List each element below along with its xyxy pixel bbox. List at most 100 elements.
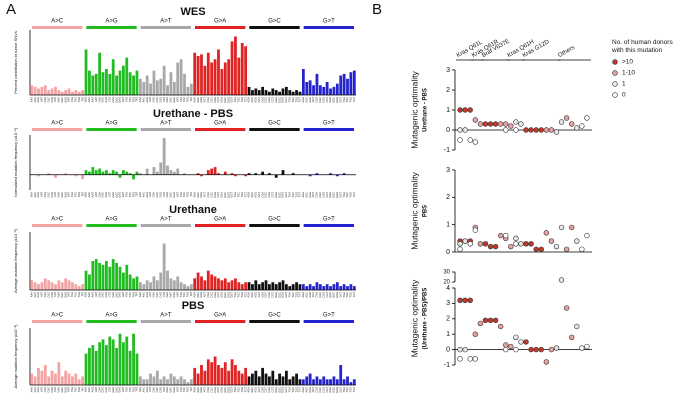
x-tick-label: TAT: [135, 387, 139, 392]
bar: [37, 88, 40, 95]
panel-label: B: [372, 1, 382, 18]
bar: [203, 65, 207, 95]
x-tick-label: GGA: [328, 97, 332, 103]
legend-swatch: [612, 59, 618, 65]
x-tick-label: CGA: [315, 192, 319, 198]
bar: [217, 365, 220, 385]
bar: [223, 62, 227, 95]
bar: [257, 90, 261, 95]
x-tick-label: CAG: [50, 387, 54, 393]
bar: [37, 284, 40, 290]
bar: [71, 91, 74, 95]
y-tick-label: 30: [443, 270, 450, 276]
bar: [325, 379, 329, 385]
bar: [329, 88, 332, 95]
point: [518, 121, 524, 127]
x-tick-label: TGA: [287, 292, 291, 298]
bar: [332, 86, 336, 95]
group-band: [86, 320, 137, 323]
x-tick-label: GAG: [118, 192, 122, 198]
point: [508, 243, 514, 250]
bar: [37, 367, 40, 385]
group-label: G>T: [323, 121, 335, 127]
x-tick-label: TGC: [237, 192, 241, 198]
point: [457, 241, 463, 247]
point: [584, 115, 590, 121]
bar: [155, 171, 159, 175]
bar: [200, 54, 203, 95]
point: [584, 232, 590, 239]
x-tick-label: GGG: [335, 192, 339, 198]
bar: [84, 49, 88, 95]
bar: [108, 73, 112, 95]
x-tick-label: CAT: [107, 387, 111, 392]
bar: [308, 174, 312, 177]
x-tick-label: TAG: [131, 387, 135, 392]
x-tick-label: TAT: [189, 97, 193, 102]
group-band: [86, 128, 137, 131]
x-tick-label: GGC: [277, 292, 281, 298]
bar: [183, 284, 186, 290]
bar: [237, 370, 241, 385]
legend-label: 1: [622, 81, 626, 88]
x-tick-label: TAG: [77, 387, 81, 392]
x-tick-label: GGA: [220, 192, 224, 198]
bar: [84, 170, 88, 175]
bar: [176, 168, 180, 175]
bar: [159, 162, 163, 175]
group-label: A>T: [160, 121, 172, 127]
bar: [223, 278, 227, 290]
point: [528, 127, 534, 133]
point: [533, 246, 539, 252]
bar: [172, 280, 176, 290]
bar: [322, 86, 326, 95]
bar: [135, 353, 139, 385]
x-tick-label: CAT: [107, 192, 111, 197]
x-tick-label: AGG: [308, 97, 312, 103]
x-tick-label: CAC: [101, 192, 105, 198]
point: [579, 123, 585, 129]
legend-swatch: [612, 81, 618, 87]
bar: [64, 278, 68, 290]
bar: [342, 284, 346, 290]
point: [533, 127, 539, 133]
x-tick-label: TAG: [77, 192, 81, 197]
x-tick-label: CAA: [152, 192, 156, 198]
point: [508, 343, 514, 350]
bar: [288, 379, 292, 385]
group-label: G>C: [268, 19, 281, 25]
bar: [251, 284, 254, 290]
y-tick-label: 3: [446, 167, 450, 174]
x-tick-label: CGC: [318, 387, 322, 393]
y-tick-label: 0: [446, 346, 450, 353]
x-tick-label: AAA: [29, 97, 33, 102]
group-band: [32, 128, 83, 131]
x-tick-label: AGG: [199, 292, 203, 298]
bar: [142, 379, 146, 385]
point: [467, 241, 473, 247]
group-band: [32, 224, 83, 227]
x-tick-label: TAT: [189, 292, 193, 297]
bar: [30, 85, 34, 95]
x-tick-label: GAG: [63, 387, 67, 393]
bar: [322, 286, 326, 290]
x-tick-label: AAA: [138, 292, 142, 297]
point: [462, 346, 468, 353]
point: [553, 345, 560, 351]
group-label: A>T: [160, 19, 172, 25]
bar: [254, 280, 258, 290]
point: [477, 121, 484, 127]
bar: [33, 86, 37, 95]
x-tick-label: AGA: [247, 387, 251, 393]
bar: [125, 57, 129, 95]
bar: [261, 86, 265, 95]
bar: [315, 173, 319, 175]
bar: [94, 350, 98, 385]
x-tick-label: TGG: [294, 192, 298, 198]
x-tick-label: GAT: [67, 97, 71, 103]
bar: [176, 62, 180, 95]
point: [569, 224, 575, 231]
group-label: A>C: [51, 313, 64, 319]
bar: [278, 373, 281, 385]
x-tick-label: GGC: [332, 292, 336, 298]
